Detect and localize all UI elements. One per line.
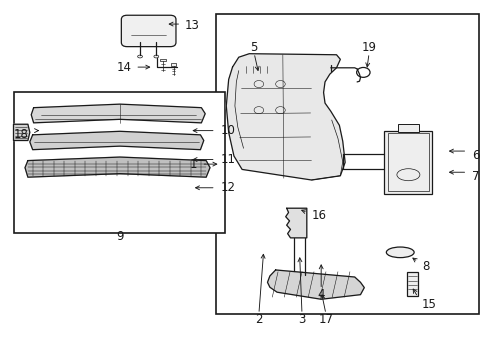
Bar bbox=[397, 123, 419, 132]
Bar bbox=[215, 14, 478, 314]
Text: 18: 18 bbox=[14, 128, 28, 141]
Bar bbox=[239, 66, 270, 73]
Bar bbox=[170, 63, 176, 66]
Text: 6: 6 bbox=[471, 149, 479, 162]
Ellipse shape bbox=[386, 247, 413, 258]
Text: 17: 17 bbox=[318, 313, 333, 326]
Text: 10: 10 bbox=[220, 124, 235, 137]
Polygon shape bbox=[30, 131, 203, 150]
FancyBboxPatch shape bbox=[121, 15, 176, 47]
Bar bbox=[384, 131, 431, 194]
Text: 16: 16 bbox=[311, 209, 326, 222]
Polygon shape bbox=[285, 208, 306, 238]
Text: 7: 7 bbox=[471, 170, 479, 183]
Text: 14: 14 bbox=[117, 60, 132, 73]
Text: 15: 15 bbox=[421, 298, 436, 311]
Bar bbox=[160, 59, 165, 62]
Polygon shape bbox=[226, 54, 345, 180]
Polygon shape bbox=[31, 104, 205, 123]
Text: 19: 19 bbox=[361, 41, 376, 54]
Text: 4: 4 bbox=[317, 288, 324, 301]
Text: 3: 3 bbox=[298, 313, 305, 326]
Ellipse shape bbox=[154, 55, 159, 58]
Bar bbox=[15, 92, 225, 233]
Text: 1: 1 bbox=[190, 158, 197, 171]
Text: 2: 2 bbox=[255, 313, 262, 326]
Text: 13: 13 bbox=[184, 19, 199, 32]
Text: 8: 8 bbox=[421, 260, 428, 273]
Polygon shape bbox=[14, 124, 30, 140]
Ellipse shape bbox=[137, 55, 142, 58]
Polygon shape bbox=[25, 157, 209, 177]
Bar bbox=[387, 134, 427, 191]
Text: 9: 9 bbox=[116, 230, 123, 243]
Text: 11: 11 bbox=[220, 153, 235, 166]
Text: 12: 12 bbox=[220, 181, 235, 194]
Text: 5: 5 bbox=[250, 41, 257, 54]
Bar bbox=[407, 272, 417, 296]
Polygon shape bbox=[267, 270, 364, 299]
